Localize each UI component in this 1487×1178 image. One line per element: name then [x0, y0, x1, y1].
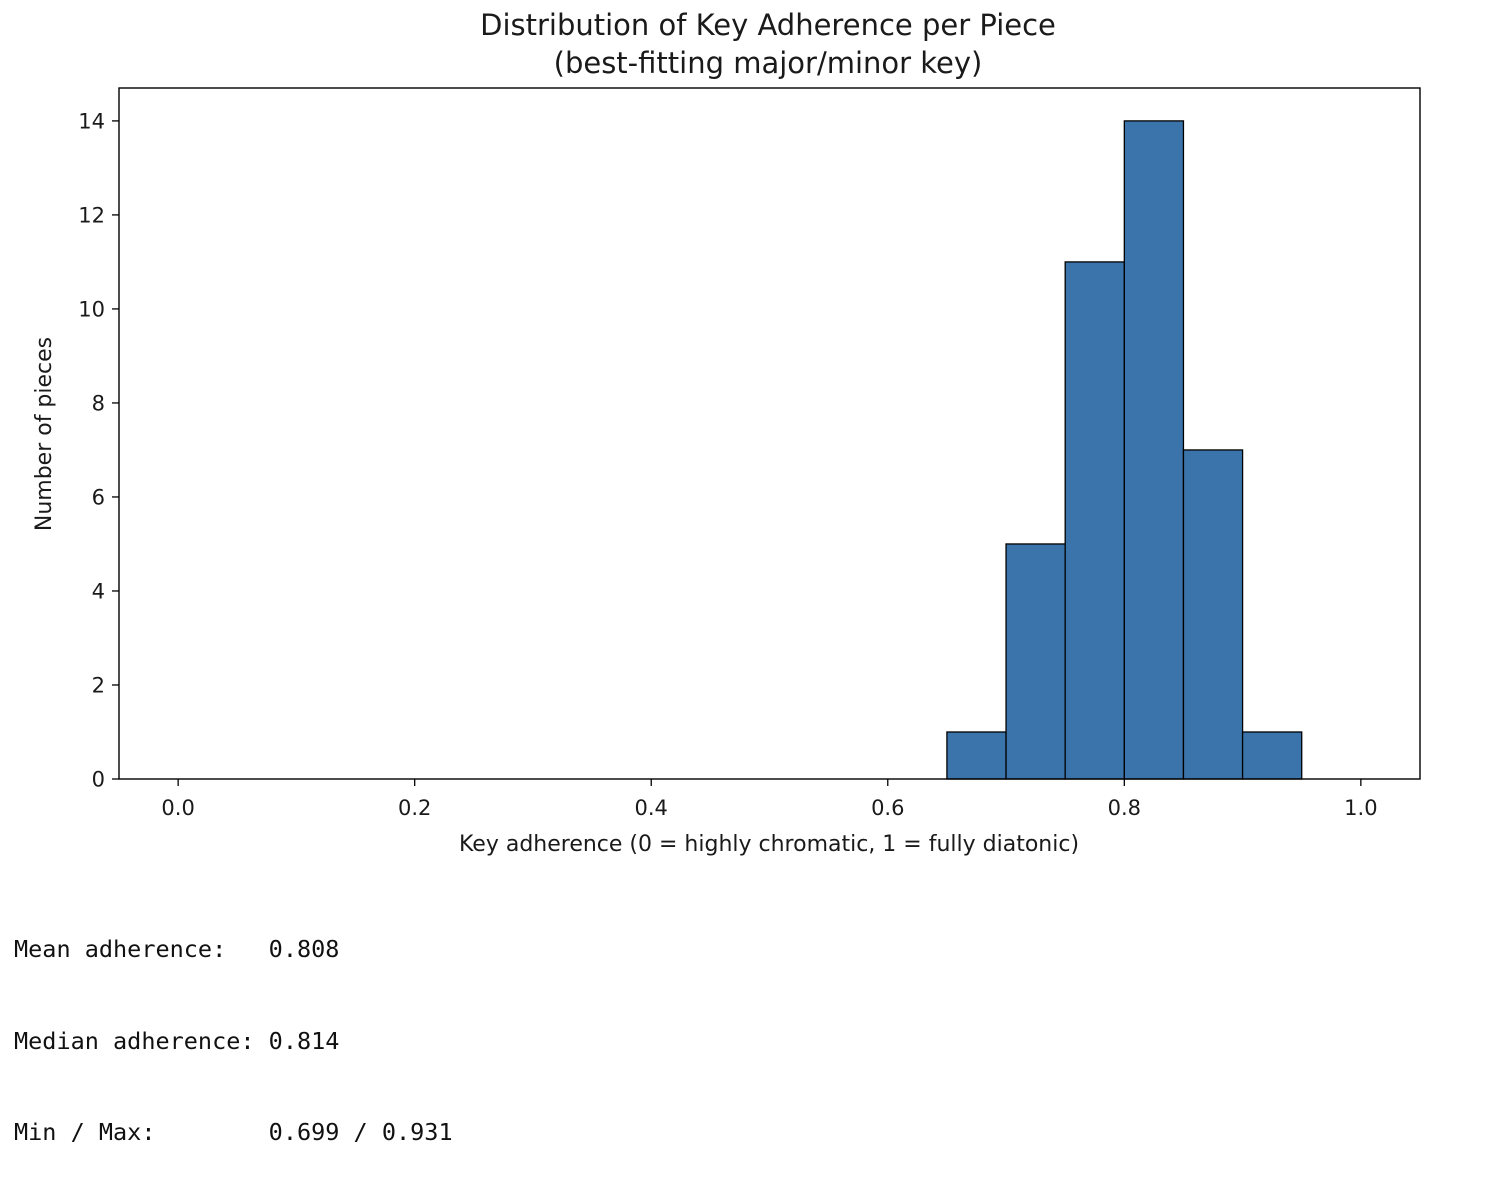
x-axis-label: Key adherence (0 = highly chromatic, 1 =… — [459, 832, 1079, 857]
chart-title-line-1: Distribution of Key Adherence per Piece — [480, 8, 1056, 42]
y-tick-label: 14 — [78, 109, 105, 133]
x-tick-label: 0.4 — [635, 796, 668, 820]
y-tick-label: 6 — [92, 485, 105, 509]
chart-title-line-2: (best-fitting major/minor key) — [554, 46, 983, 80]
stat-min-max-line: Min / Max: 0.699 / 0.931 — [14, 1118, 453, 1146]
x-tick-label: 1.0 — [1344, 796, 1377, 820]
histogram-bars — [946, 120, 1303, 780]
y-axis-ticks: 0 2 4 6 8 10 12 14 — [78, 109, 119, 792]
stat-mean-line: Mean adherence: 0.808 — [14, 935, 340, 963]
histogram-bar — [1005, 543, 1066, 780]
y-tick-label: 10 — [78, 297, 105, 321]
histogram-bar — [1064, 261, 1125, 780]
summary-stats-output: Mean adherence: 0.808 Median adherence: … — [14, 873, 453, 1178]
x-axis-ticks: 0.0 0.2 0.4 0.6 0.8 1.0 — [161, 779, 1378, 820]
histogram-figure: Distribution of Key Adherence per Piece … — [32, 8, 1421, 857]
y-tick-label: 2 — [92, 673, 105, 697]
y-tick-label: 0 — [92, 768, 105, 792]
stat-median-line: Median adherence: 0.814 — [14, 1026, 340, 1055]
x-tick-label: 0.2 — [398, 796, 431, 820]
y-tick-label: 8 — [92, 391, 105, 415]
histogram-bar — [946, 731, 1007, 780]
histogram-bar — [1123, 120, 1185, 780]
x-tick-label: 0.6 — [871, 796, 904, 820]
plot-area-frame — [118, 87, 1421, 780]
x-tick-label: 0.8 — [1108, 796, 1141, 820]
y-tick-label: 12 — [78, 203, 105, 227]
y-axis-label: Number of pieces — [32, 337, 57, 531]
y-tick-label: 4 — [92, 579, 105, 603]
x-tick-label: 0.0 — [161, 796, 194, 820]
histogram-bar — [1182, 449, 1244, 780]
histogram-bar — [1241, 731, 1303, 780]
